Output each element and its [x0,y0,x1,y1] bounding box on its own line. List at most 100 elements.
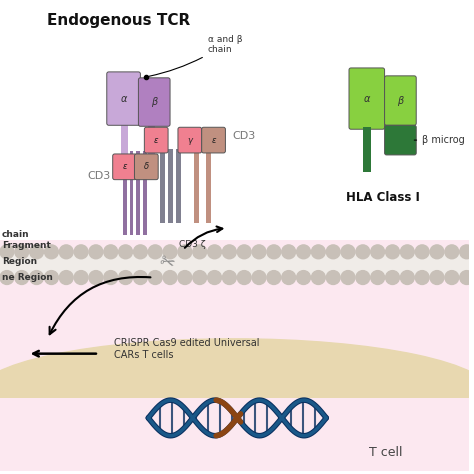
Circle shape [59,271,73,284]
Bar [363,127,371,172]
Text: ε: ε [211,136,216,145]
Circle shape [30,271,44,284]
Circle shape [89,271,103,284]
Circle shape [415,271,429,284]
FancyBboxPatch shape [349,68,384,129]
FancyBboxPatch shape [384,125,416,155]
Circle shape [385,271,400,284]
Text: Region: Region [2,257,37,266]
Circle shape [445,271,459,284]
Bar [123,151,127,235]
Circle shape [134,271,147,284]
Text: β: β [397,96,403,106]
Text: β: β [151,97,157,107]
Circle shape [356,271,370,284]
Text: γ: γ [187,136,192,145]
Bar [0,240,469,471]
Circle shape [371,271,384,284]
Text: HLA Class I: HLA Class I [346,191,419,203]
Circle shape [208,245,221,259]
Bar [160,149,165,223]
Bar [137,151,140,235]
FancyBboxPatch shape [384,76,416,125]
Text: CD3: CD3 [87,171,110,181]
Circle shape [89,245,103,259]
Circle shape [45,271,58,284]
FancyBboxPatch shape [107,72,140,125]
Circle shape [104,271,118,284]
Circle shape [104,245,118,259]
Circle shape [0,245,14,259]
Bar [176,149,181,223]
Circle shape [460,245,474,259]
FancyBboxPatch shape [178,127,201,153]
Text: CRISPR Cas9 edited Universal
CARs T cells: CRISPR Cas9 edited Universal CARs T cell… [114,338,259,359]
Circle shape [401,271,414,284]
Text: ne Region: ne Region [2,273,53,282]
Circle shape [297,245,310,259]
Circle shape [267,271,281,284]
Bar [0,398,469,471]
Text: ε: ε [154,136,158,145]
Circle shape [0,271,14,284]
Bar [194,149,199,223]
Circle shape [148,245,162,259]
Circle shape [445,245,459,259]
Text: α: α [364,93,370,104]
Circle shape [415,245,429,259]
Bar [168,149,173,223]
Text: CD3 ζ: CD3 ζ [180,240,206,249]
Circle shape [385,245,400,259]
Bar [0,252,469,278]
Circle shape [282,271,296,284]
Bar [0,3,469,240]
Circle shape [460,271,474,284]
Text: ε: ε [122,162,127,171]
Circle shape [311,271,325,284]
Circle shape [237,245,251,259]
Circle shape [267,245,281,259]
Circle shape [45,245,58,259]
Circle shape [178,271,192,284]
FancyArrowPatch shape [50,277,150,334]
Circle shape [252,245,266,259]
Text: Fragment: Fragment [2,241,51,250]
Text: β microg: β microg [414,135,465,145]
Circle shape [163,245,177,259]
Bar [206,149,210,223]
FancyBboxPatch shape [145,127,168,153]
Circle shape [193,271,207,284]
Bar [129,151,134,235]
Circle shape [237,271,251,284]
Circle shape [297,271,310,284]
FancyBboxPatch shape [113,154,137,180]
Circle shape [193,245,207,259]
FancyBboxPatch shape [138,78,170,126]
Circle shape [15,271,28,284]
Circle shape [371,245,384,259]
Circle shape [222,245,237,259]
Circle shape [326,245,340,259]
Text: ✂: ✂ [156,252,176,274]
FancyBboxPatch shape [201,127,226,153]
Circle shape [148,271,162,284]
Circle shape [311,245,325,259]
Circle shape [118,271,132,284]
Text: α and β
chain: α and β chain [149,35,242,76]
Circle shape [430,245,444,259]
Circle shape [401,245,414,259]
Circle shape [356,245,370,259]
Circle shape [208,271,221,284]
Circle shape [178,245,192,259]
Circle shape [134,245,147,259]
Text: T cell: T cell [369,446,402,459]
Text: chain: chain [2,229,29,238]
Text: α: α [120,93,127,104]
Text: Endogenous TCR: Endogenous TCR [47,13,190,28]
Circle shape [341,271,355,284]
Circle shape [430,271,444,284]
Bar [143,151,147,235]
Text: CD3: CD3 [232,131,255,141]
Ellipse shape [0,339,474,447]
Circle shape [282,245,296,259]
